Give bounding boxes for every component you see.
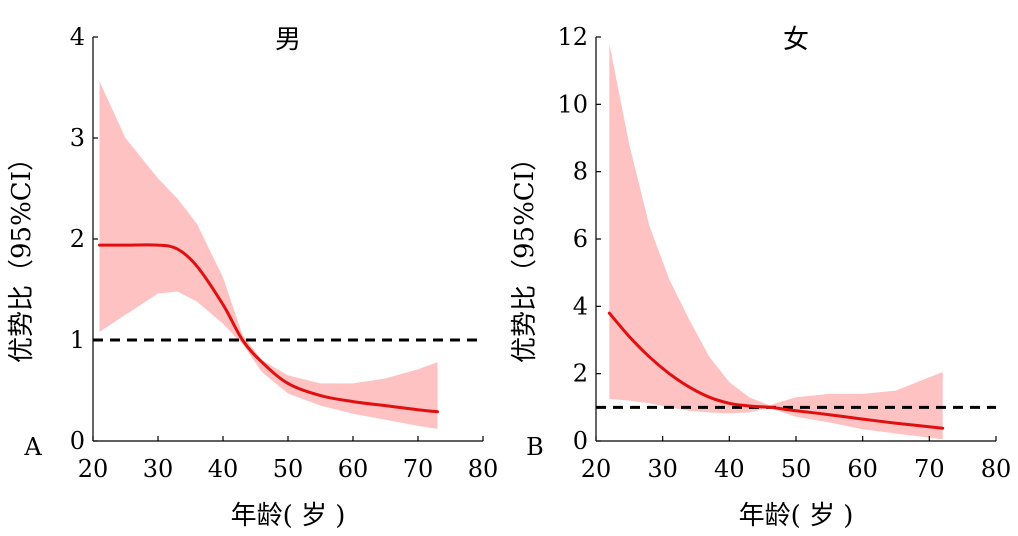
x-tick-label: 50 [781, 455, 812, 483]
odds-ratio-line [98, 243, 439, 414]
x-tick-label: 70 [403, 455, 434, 483]
x-axis-title: 年龄( 岁 ) [739, 501, 854, 531]
y-tick-label: 10 [557, 90, 588, 118]
y-tick-label: 12 [557, 23, 588, 51]
panel-letter: B [526, 433, 544, 461]
x-tick-label: 20 [78, 455, 109, 483]
x-tick-label: 30 [647, 455, 678, 483]
x-tick-label: 70 [914, 455, 945, 483]
panel-b: 0 2 4 6 8 10 12 20 30 40 50 60 70 80 女年龄( 岁 ) 优势比（95%CI… [510, 23, 1011, 531]
y-tick-label: 8 [573, 158, 588, 186]
x-tick-label: 60 [338, 455, 369, 483]
y-tick-label: 3 [70, 124, 85, 152]
x-tick-label: 20 [581, 455, 612, 483]
x-tick-label: 80 [468, 455, 499, 483]
ci-band [99, 81, 438, 429]
y-tick-label: 4 [573, 292, 588, 320]
y-tick-label: 2 [573, 360, 588, 388]
x-tick-label: 40 [208, 455, 239, 483]
x-tick-label: 30 [143, 455, 174, 483]
panel-title: 男 [275, 25, 301, 55]
x-tick-label: 80 [981, 455, 1012, 483]
x-tick-label: 50 [273, 455, 304, 483]
odds-ratio-line [607, 311, 945, 430]
panel-letter: A [23, 433, 42, 461]
ci-band [609, 43, 943, 440]
y-tick-label: 0 [573, 427, 588, 455]
y-tick-label: 6 [573, 225, 588, 253]
x-tick-label: 60 [847, 455, 878, 483]
x-axis-title: 年龄( 岁 ) [231, 501, 346, 531]
panel-a: 0 1 2 3 4 20 30 40 50 60 70 80 男年龄( 岁 ) 优势比（95%CI） A [7, 23, 498, 531]
y-tick-label: 0 [70, 427, 85, 455]
y-tick-label: 4 [70, 23, 85, 51]
panel-title: 女 [783, 25, 809, 55]
y-axis-title: 优势比（95%CI） [510, 145, 540, 363]
x-tick-label: 40 [714, 455, 745, 483]
y-axis-title: 优势比（95%CI） [7, 145, 37, 363]
y-tick-label: 1 [70, 326, 85, 354]
y-tick-label: 2 [70, 225, 85, 253]
